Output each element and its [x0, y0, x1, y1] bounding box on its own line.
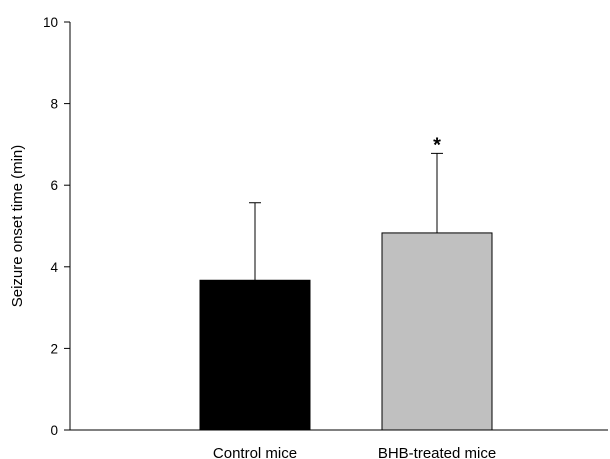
y-tick-label: 6 [50, 178, 58, 193]
y-tick-label: 10 [43, 15, 58, 30]
x-category-label: Control mice [213, 445, 297, 459]
x-axis: Control mice BHB-treated mice [70, 429, 608, 459]
error-bars-group [249, 152, 443, 281]
y-axis: 0 2 4 6 8 10 [43, 15, 71, 438]
bar-control-mice [199, 279, 311, 431]
y-tick-label: 2 [50, 341, 58, 356]
y-tick-label: 4 [50, 260, 58, 275]
y-tick-label: 0 [50, 423, 58, 438]
y-tick-label: 8 [50, 97, 58, 112]
y-axis-label: Seizure onset time (min) [9, 145, 26, 308]
bar-bhb-treated-mice [381, 232, 493, 431]
annotations-group: * [433, 134, 441, 156]
significance-asterisk: * [433, 134, 441, 156]
x-category-label: BHB-treated mice [378, 445, 496, 459]
bars-group [199, 232, 493, 431]
